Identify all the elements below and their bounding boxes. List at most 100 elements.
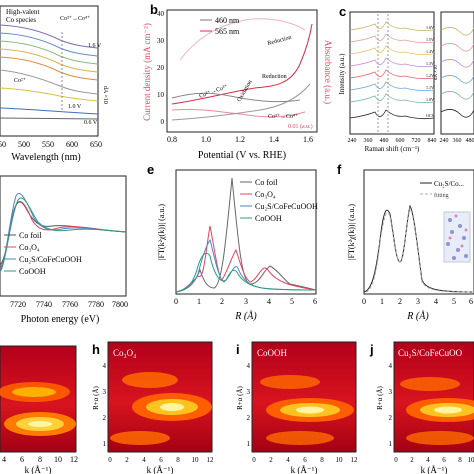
panel-j-ytick: 1 (389, 440, 393, 448)
panel-f-xtick: 5 (452, 297, 456, 306)
panel-i-ytick: 1 (247, 440, 251, 448)
panel-c-xtick: 600 (396, 138, 405, 144)
panel-g-xtick: 12 (70, 455, 78, 464)
panel-f-letter: f (337, 162, 342, 177)
panel-e-legend: Co foil Co₃O₄ Cu₂S/CoFeCuOOH CoOOH (240, 178, 318, 223)
panel-a-label-highvalent: High-valent (6, 8, 39, 16)
panel-j: j Cu₂S/CoFeCuOO R+α (Å) 1 2 3 4 0 2 4 6 … (369, 341, 474, 474)
panel-b-xtick: 1.4 (269, 135, 279, 144)
panel-j-ylabel: R+α (Å) (376, 385, 384, 409)
panel-c-right-label: dA ×10 (434, 65, 439, 80)
panel-e-xtick: 4 (267, 297, 271, 306)
panel-f-ylabel: |FT(k²χ(k))| (a.u.) (347, 204, 356, 260)
panel-a-xtick: 450 (0, 140, 6, 149)
panel-b-ylabel: Current density (mA cm⁻²) (142, 23, 152, 121)
panel-h-xlabel: k (Å⁻¹) (147, 465, 174, 474)
panel-i-ytick: 4 (247, 362, 251, 370)
panel-h-title: Co₃O₄ (113, 348, 136, 358)
panel-a-label-06v: 0.6 V (84, 120, 98, 126)
panel-c-xtick: 720 (412, 138, 421, 144)
panel-j-ytick: 2 (389, 414, 393, 422)
panel-c-voltage: 1.4V (426, 49, 434, 54)
panel-f-xtick: 1 (380, 297, 384, 306)
panel-b-ytick: 20 (157, 64, 165, 72)
panel-h-ytick: 2 (103, 414, 107, 422)
panel-i-xtick: 0 (252, 456, 256, 464)
panel-j-yticks: 1 2 3 4 (389, 362, 393, 448)
panel-j-xtick: 8 (458, 456, 462, 464)
panel-h-letter: h (92, 342, 100, 357)
panel-i-xtick: 10 (336, 456, 344, 464)
panel-c-right-xtick: 360 (453, 138, 462, 144)
panel-e-xtick: 5 (290, 297, 294, 306)
panel-a-xlabel: Wavelength (nm) (11, 152, 80, 163)
panel-i-ylabel: R+α (Å) (236, 385, 244, 409)
panel-j-xlabel: k (Å⁻¹) (421, 465, 448, 474)
panel-f-frame (363, 169, 474, 295)
panel-c-voltage: 1.5V (426, 37, 434, 42)
panel-e-xtick: 6 (313, 297, 317, 306)
panel-h-xtick: 4 (142, 456, 146, 464)
panel-c-voltage: 1.3V (426, 61, 434, 66)
panel-c-right-xtick: 480 (466, 138, 474, 144)
panel-b-ylabel-right: Absorbance (a.u.) (323, 40, 333, 104)
panel-f-xtick: 0 (362, 297, 366, 306)
panel-c-letter: c (339, 4, 346, 19)
panel-h-xtick: 2 (125, 456, 129, 464)
panel-h-xtick: 12 (207, 456, 215, 464)
panel-g-xtick: 6 (20, 455, 24, 464)
panel-c-voltage: 1.6V (426, 25, 434, 30)
panel-e-legend-cu2s: Cu₂S/CoFeCuOOH (255, 202, 318, 211)
panel-d-legend-co3o4: Co₃O₄ (19, 243, 40, 252)
panel-b: b 460 nm 565 nm Reduction Reduction Oxid… (142, 2, 333, 161)
panel-i-xtick: 6 (303, 456, 307, 464)
panel-g-xtick: 4 (2, 455, 6, 464)
panel-b-legend-460: 460 nm (215, 16, 240, 25)
panel-h-ylabel: R+α (Å) (92, 385, 100, 409)
panel-e-xticks: 0 1 2 3 4 5 6 (174, 297, 317, 306)
panel-c-xticks: 240 360 480 600 720 840 (348, 138, 437, 144)
panel-i-ytick: 3 (247, 388, 251, 396)
panel-c-ylabel: Intensity (a.u.) (338, 53, 346, 95)
panel-h-xtick: 6 (159, 456, 163, 464)
panel-b-annot-reduction-top: Reduction (267, 35, 292, 47)
panel-h-xtick: 10 (192, 456, 200, 464)
panel-b-yticks: 0 10 20 30 40 (157, 10, 165, 126)
panel-c-voltage: OCV (426, 113, 435, 118)
panel-f-curves (363, 204, 474, 293)
panel-d-curves (0, 193, 127, 273)
panel-j-ytick: 3 (389, 388, 393, 396)
panel-e-curves (175, 177, 317, 293)
panel-f: f Cu₂S/Co... fitting |FT(k²χ(k))| (a.u.) (337, 162, 474, 322)
panel-j-xtick: 0 (394, 456, 398, 464)
panel-g-xlabel: k (Å⁻¹) (25, 465, 52, 474)
panel-i-xticks: 0 2 4 6 8 10 12 (252, 456, 358, 464)
panel-a-label-co2: Co²⁺ (14, 78, 26, 84)
panel-c-frame (349, 11, 435, 135)
panel-f-xtick: 6 (469, 297, 473, 306)
panel-d-legend-cu2s: Cu₂S/CoFeCuOOH (19, 255, 82, 264)
panel-h-ytick: 1 (103, 440, 107, 448)
panel-b-annot-reduction: Reduction (262, 74, 287, 80)
panel-c-voltage-labels: 1.6V 1.5V 1.4V 1.3V 1.2V 1.1V 1.0V OCV (426, 25, 435, 118)
panel-b-frame (166, 9, 318, 133)
panel-g-xticks: 4 6 8 10 12 (2, 455, 78, 464)
panel-h-xtick: 0 (108, 456, 112, 464)
panel-d-xtick: 7720 (10, 300, 26, 309)
panel-e-xlabel: R (Å) (234, 310, 257, 322)
panel-e-xtick: 1 (197, 297, 201, 306)
panel-e: e Co foil Co₃O₄ Cu₂S/CoFeCuOOH CoOOH |FT… (147, 162, 318, 322)
panel-d-xticks: 7720 7740 7760 7780 7800 (10, 300, 128, 309)
panel-i-yticks: 1 2 3 4 (247, 362, 251, 448)
panel-c-voltage: 1.0V (426, 97, 434, 102)
panel-a-xtick: 650 (90, 140, 102, 149)
panel-b-ytick: 40 (157, 10, 165, 18)
panel-j-xticks: 0 2 4 6 8 10 (394, 456, 474, 464)
panel-i-xtick: 8 (320, 456, 324, 464)
panel-g: 4 6 8 10 12 k (Å⁻¹) (0, 345, 78, 474)
panel-b-curves (171, 18, 313, 121)
panel-j-xtick: 6 (442, 456, 446, 464)
panel-h-yticks: 1 2 3 4 (103, 362, 107, 448)
panel-i-letter: i (236, 342, 240, 357)
